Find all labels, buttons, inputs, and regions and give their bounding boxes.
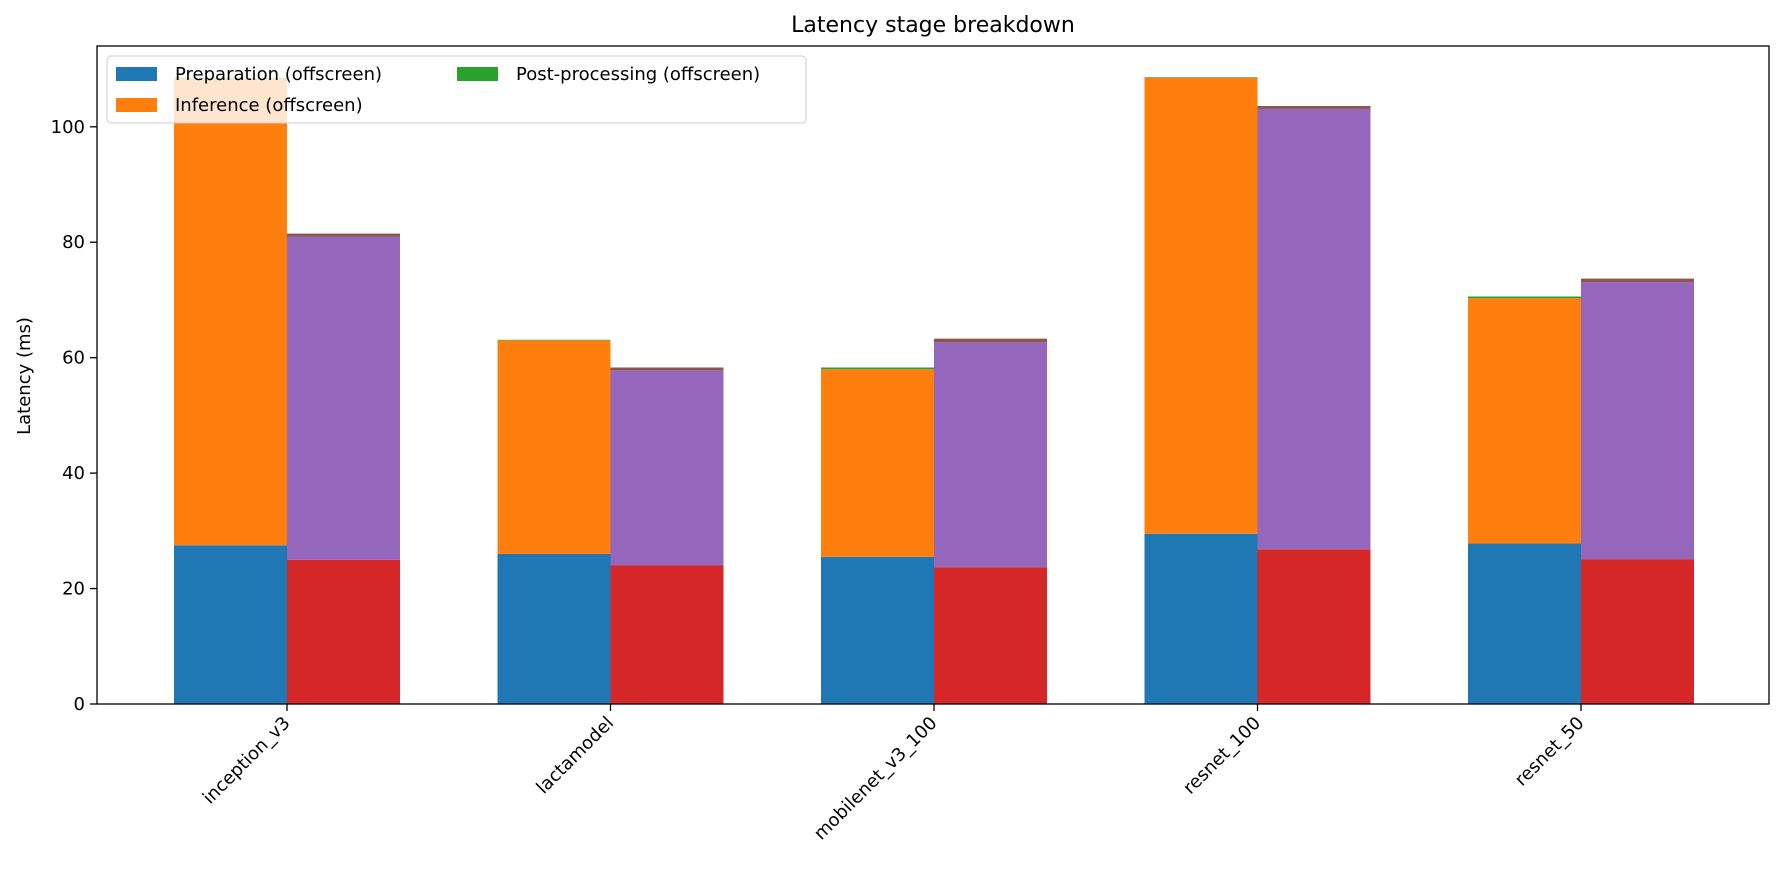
y-tick-label-20: 20 [62,579,85,600]
bar-mobilenet_v3_100-g0-s1 [821,369,934,557]
legend-label-2: Post-processing (offscreen) [516,64,760,85]
bar-inception_v3-g0-s0 [174,545,287,704]
bars [174,77,1694,704]
y-tick-label-80: 80 [62,232,85,253]
x-tick-label-mobilenet_v3_100: mobilenet_v3_100 [810,713,942,845]
legend-box [106,55,807,124]
bar-lactamodel-g0-s2 [497,339,611,341]
y-tick-label-40: 40 [62,463,85,484]
y-tick-label-100: 100 [51,117,85,138]
bar-mobilenet_v3_100-g1-s0 [934,567,1047,704]
bar-lactamodel-g0-s1 [497,340,611,554]
bar-resnet_100-g0-s2 [1144,77,1258,78]
bar-inception_v3-g0-s1 [174,78,287,546]
bar-resnet_100-g0-s0 [1144,533,1258,704]
bar-resnet_100-g1-s2 [1257,106,1371,109]
bar-mobilenet_v3_100-g1-s2 [934,338,1047,343]
x-tick-label-lactamodel: lactamodel [532,713,618,799]
x-tick-label-resnet_100: resnet_100 [1179,713,1265,799]
plot-frame [96,45,1770,705]
bar-resnet_50-g0-s0 [1468,543,1581,704]
bar-lactamodel-g0-s0 [497,553,611,704]
bar-inception_v3-g1-s1 [287,236,400,560]
bar-resnet_100-g0-s1 [1144,77,1258,534]
legend-label-0: Preparation (offscreen) [175,64,382,85]
x-axis: inception_v3 lactamodel mobilenet_v3_100 re… [199,704,1589,844]
bar-mobilenet_v3_100-g0-s2 [821,367,934,370]
x-tick-label-resnet_50: resnet_50 [1511,713,1589,791]
bar-resnet_100-g1-s1 [1257,108,1371,550]
y-axis: 0 20 40 60 80 100 [51,117,97,715]
bar-resnet_50-g0-s1 [1468,298,1581,544]
legend-swatch-2 [457,67,498,81]
bar-inception_v3-g1-s2 [287,233,400,237]
bar-resnet_50-g1-s2 [1581,278,1694,283]
bar-lactamodel-g1-s0 [610,565,724,704]
y-tick-label-0: 0 [74,694,85,715]
legend-label-1: Inference (offscreen) [175,95,363,116]
bar-mobilenet_v3_100-g0-s0 [821,556,934,704]
chart-title: Latency stage breakdown [791,13,1075,38]
bar-lactamodel-g1-s1 [610,370,724,566]
bar-mobilenet_v3_100-g1-s1 [934,342,1047,568]
bar-inception_v3-g1-s0 [287,559,400,704]
legend-swatch-0 [116,67,157,81]
bar-lactamodel-g1-s2 [610,367,724,371]
bar-resnet_50-g1-s0 [1581,559,1694,704]
bar-resnet_50-g1-s1 [1581,282,1694,560]
x-tick-label-inception_v3: inception_v3 [199,713,295,809]
legend-swatch-1 [116,98,157,112]
bar-resnet_100-g1-s0 [1257,549,1371,704]
bar-resnet_50-g0-s2 [1468,296,1581,299]
y-tick-label-60: 60 [62,348,85,369]
y-axis-label: Latency (ms) [14,317,35,435]
legend: Preparation (offscreen) Inference (offscr… [106,55,807,124]
